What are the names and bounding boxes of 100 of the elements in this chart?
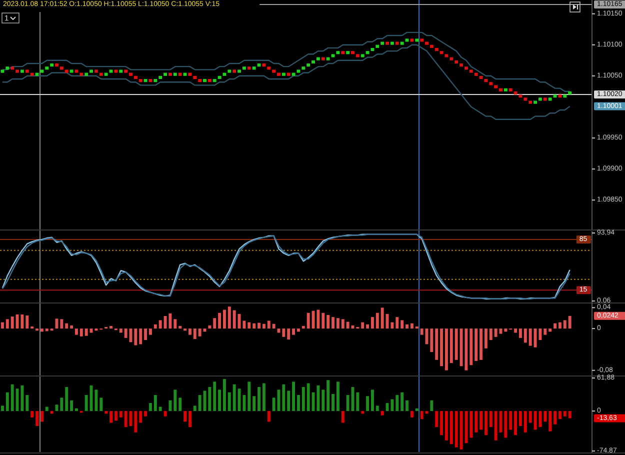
bar — [26, 395, 29, 412]
bar — [292, 328, 296, 335]
candlestick — [494, 85, 498, 88]
bar — [558, 322, 562, 329]
bar — [326, 314, 330, 329]
candlestick — [425, 42, 428, 45]
candlestick — [543, 98, 547, 101]
bar — [400, 320, 404, 329]
bar — [168, 400, 172, 412]
candlestick — [499, 88, 502, 92]
bar — [430, 328, 434, 352]
bar — [454, 328, 458, 360]
bar — [544, 328, 547, 335]
bar — [494, 328, 498, 337]
bar — [316, 310, 320, 329]
bar — [40, 411, 44, 422]
bar — [60, 319, 64, 329]
bar — [430, 400, 434, 412]
bar — [524, 328, 527, 343]
candlestick — [558, 94, 562, 98]
bar — [144, 411, 148, 416]
bar — [228, 306, 231, 329]
bar — [178, 398, 182, 412]
bar — [6, 392, 9, 412]
bar — [252, 396, 256, 412]
bar — [248, 382, 251, 412]
bar — [336, 382, 340, 412]
bar — [213, 382, 216, 412]
bar — [376, 312, 379, 329]
candlestick — [346, 51, 350, 54]
bar — [134, 328, 138, 346]
bar — [396, 317, 399, 329]
candlestick — [454, 60, 458, 64]
candlestick — [356, 54, 360, 58]
candlestick — [282, 72, 286, 76]
bar — [242, 320, 246, 329]
bar — [154, 324, 157, 329]
bar — [332, 317, 334, 329]
bar — [435, 328, 438, 360]
bar — [213, 318, 216, 329]
bar — [188, 328, 192, 335]
candlestick — [188, 72, 192, 76]
candlestick — [395, 42, 399, 45]
bar — [40, 328, 44, 332]
bar — [410, 323, 414, 329]
bar — [184, 411, 186, 422]
candlestick — [321, 57, 325, 60]
bar — [450, 411, 453, 444]
bar — [518, 411, 522, 426]
candlestick — [410, 38, 414, 42]
candlestick — [434, 48, 438, 52]
bar — [415, 326, 418, 329]
bar — [139, 328, 142, 344]
bar — [0, 322, 4, 329]
bar — [514, 411, 518, 436]
candlestick — [247, 66, 251, 70]
bar — [563, 320, 566, 329]
candlestick — [400, 42, 404, 45]
bar — [390, 399, 394, 412]
bar — [70, 400, 74, 412]
bar — [20, 314, 24, 329]
bar — [376, 406, 379, 412]
bar — [480, 411, 482, 430]
bar — [484, 411, 488, 436]
candlestick — [212, 78, 216, 82]
bar — [114, 411, 118, 421]
bar — [480, 328, 482, 360]
bar — [444, 411, 448, 440]
candlestick — [296, 70, 300, 73]
bar — [148, 403, 152, 412]
candlestick — [238, 70, 241, 73]
candlestick — [99, 72, 103, 76]
bar — [440, 328, 444, 366]
candlestick — [104, 72, 108, 76]
candlestick — [380, 42, 384, 45]
candlestick — [193, 76, 197, 79]
candlestick — [464, 66, 468, 70]
candlestick — [518, 94, 522, 98]
bar — [558, 411, 562, 420]
candlestick — [74, 70, 78, 73]
bar — [322, 312, 325, 329]
candlestick — [25, 70, 29, 73]
bar — [193, 406, 196, 412]
bar — [232, 310, 236, 329]
candlestick — [134, 76, 138, 79]
candlestick — [474, 72, 478, 76]
candlestick — [208, 78, 212, 82]
candlestick — [168, 72, 172, 76]
bar — [509, 411, 512, 430]
bar — [188, 411, 192, 428]
candlestick — [222, 72, 226, 76]
candlestick — [148, 78, 152, 82]
candlestick — [386, 42, 389, 45]
bar — [258, 322, 260, 329]
candlestick — [64, 70, 68, 73]
bar — [420, 411, 424, 420]
bar — [440, 411, 444, 436]
bar — [450, 328, 453, 364]
bar — [296, 328, 300, 332]
bar — [361, 322, 364, 329]
